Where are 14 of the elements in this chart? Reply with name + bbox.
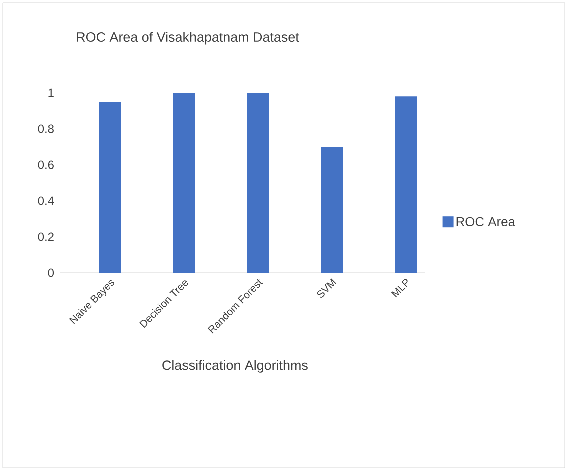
chart-title: ROC Area of Visakhapatnam Dataset: [77, 32, 300, 45]
y-tick-label: 0.2: [38, 232, 54, 242]
bar: [173, 92, 196, 273]
bar: [99, 102, 122, 273]
bar: [247, 92, 270, 273]
y-tick-label: 0.6: [38, 160, 54, 170]
bar: [395, 96, 418, 273]
y-tick-label: 0.8: [38, 124, 54, 134]
bar: [321, 146, 344, 273]
y-tick-label: 0: [48, 268, 54, 278]
x-axis-title: Classification Algorithms: [162, 360, 308, 373]
y-tick-label: 1: [48, 88, 54, 98]
legend-label: ROC Area: [456, 217, 516, 226]
y-tick-label: 0.4: [38, 196, 54, 206]
